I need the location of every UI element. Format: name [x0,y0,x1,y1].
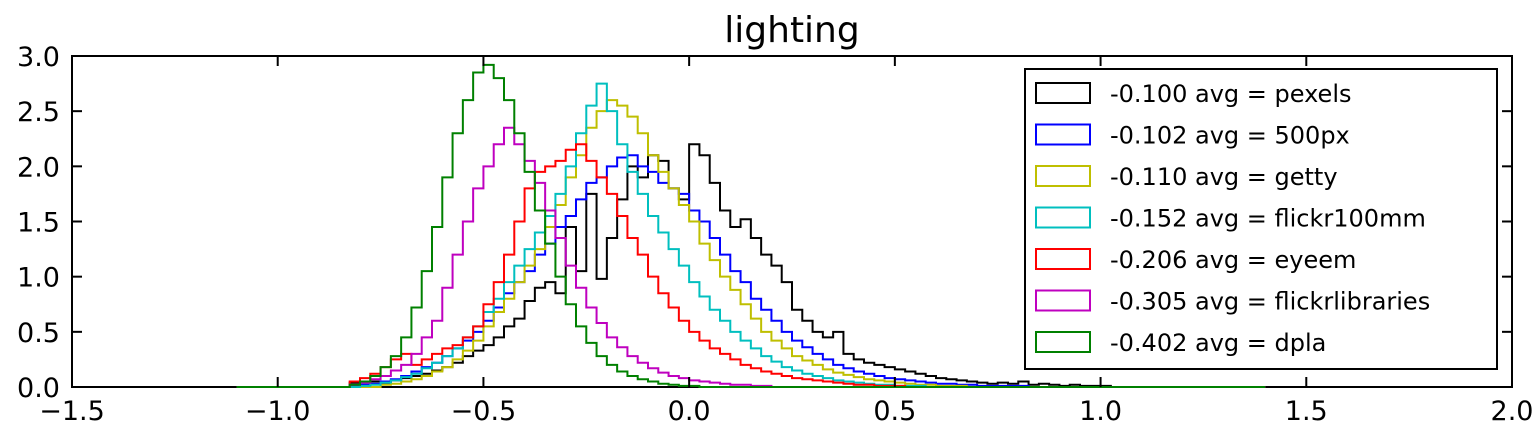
legend-label: -0.305 avg = flickrlibraries [1110,288,1430,316]
legend-swatch [1035,248,1091,270]
y-tick-label: 1.5 [17,208,60,239]
x-tick-label: 1.0 [1079,396,1122,427]
series-line-0 [236,143,1266,388]
y-tick-label: 0.5 [17,318,60,349]
y-tick-label: 0.0 [17,373,60,404]
series-layer [236,63,1266,388]
legend-label: -0.102 avg = 500px [1110,122,1350,150]
x-tick-label: 0.0 [668,396,711,427]
legend-label: -0.206 avg = eyeem [1110,246,1356,274]
y-tick-label: 2.5 [17,97,60,128]
series-line-6 [236,63,1266,388]
legend-swatch [1035,82,1091,104]
legend-swatch [1035,123,1091,146]
chart-title: lighting [724,10,859,51]
legend-swatch [1035,331,1091,353]
legend-label: -0.402 avg = dpla [1110,329,1326,357]
series-line-1 [236,154,1266,388]
x-tick-label: 0.5 [873,396,916,427]
x-tick-label: −1.5 [39,396,105,427]
legend-label: -0.152 avg = flickr100mm [1110,205,1426,233]
x-tick-label: 1.5 [1285,396,1328,427]
legend-swatch [1035,289,1091,312]
legend-label: -0.100 avg = pexels [1110,80,1352,108]
legend-items: -0.100 avg = pexels -0.102 avg = 500px -0.… [1035,80,1430,357]
x-tick-label: −1.0 [245,396,311,427]
legend-label: -0.110 avg = getty [1110,163,1338,191]
y-tick-label: 3.0 [17,42,60,73]
legend-swatch [1035,165,1091,187]
axis-layer: −1.5 −1.0 −0.5 0.0 0.5 1.0 1.5 2.0 0.0 0.5 1.0 1.5 2… [17,42,1533,427]
legend: -0.100 avg = pexels -0.102 avg = 500px -0.… [1024,68,1498,370]
y-tick-label: 1.0 [17,263,60,294]
legend-swatch [1035,206,1091,229]
x-tick-label: −0.5 [451,396,517,427]
legend-box [1024,68,1498,370]
y-tick-label: 2.0 [17,152,60,183]
x-tick-label: 2.0 [1491,396,1534,427]
